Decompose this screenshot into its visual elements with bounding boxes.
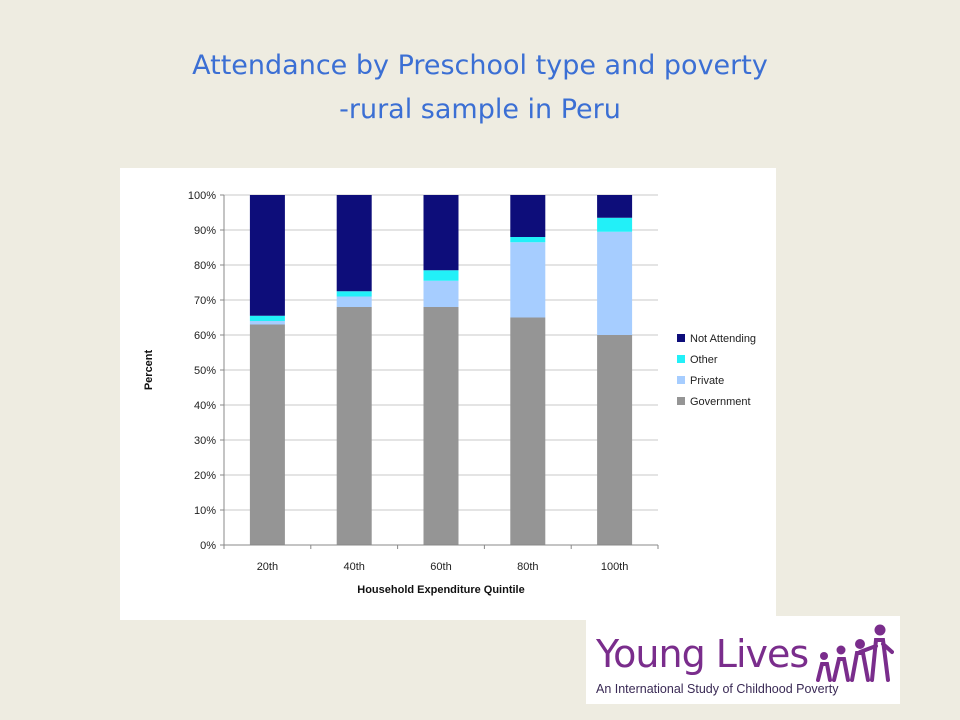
legend-swatch-not-attending [677,334,685,342]
x-tick-label: 100th [601,561,629,573]
y-tick-label: 60% [194,330,216,342]
bar-private-40th [336,296,372,307]
young-lives-logo: Young Lives An International Study of Ch… [586,616,900,704]
y-tick-label: 100% [188,190,216,202]
logo-tagline: An International Study of Childhood Pove… [596,682,839,696]
y-tick-label: 80% [194,260,216,272]
y-tick-label: 20% [194,470,216,482]
slide-title: Attendance by Preschool type and poverty… [0,44,960,132]
x-tick-label: 60th [430,561,451,573]
bar-government-60th [423,307,459,545]
bar-other-60th [423,270,459,281]
legend-label-not-attending: Not Attending [690,333,756,345]
bar-other-80th [510,237,546,243]
bar-government-40th [336,307,372,545]
legend-swatch-private [677,376,685,384]
slide-title-line1: Attendance by Preschool type and poverty [192,50,768,81]
bar-not-attending-80th [510,195,546,237]
y-tick-label: 30% [194,435,216,447]
family-figures-icon [816,624,894,682]
legend-swatch-government [677,397,685,405]
bar-government-80th [510,317,546,545]
legend-swatch-other [677,355,685,363]
bar-other-20th [249,315,285,321]
chart-panel: 0% 10% 20% 30% 40% 50% 60% 70% 80% 90% 100% 20th 40t… [120,168,776,620]
bar-not-attending-40th [336,195,372,292]
bar-not-attending-100th [597,195,633,218]
y-axis-title: Percent [143,349,155,390]
y-tick-label: 40% [194,400,216,412]
bar-government-20th [249,324,285,545]
bar-private-80th [510,242,546,318]
legend-label-government: Government [690,396,751,408]
y-tick-label: 90% [194,225,216,237]
bar-private-100th [597,231,633,335]
legend-label-other: Other [690,354,718,366]
x-tick-label: 80th [517,561,538,573]
slide-title-line2: -rural sample in Peru [339,94,621,125]
bar-other-40th [336,291,372,297]
stacked-bar-chart: 0% 10% 20% 30% 40% 50% 60% 70% 80% 90% 100% 20th 40t… [143,190,756,596]
y-tick-label: 0% [200,540,216,552]
logo-wordmark: Young Lives [596,632,809,676]
bar-not-attending-60th [423,195,459,271]
bar-private-60th [423,280,459,307]
bar-not-attending-20th [249,195,285,316]
bar-private-20th [249,321,285,325]
x-tick-label: 40th [343,561,364,573]
x-tick-label: 20th [257,561,278,573]
x-axis-title: Household Expenditure Quintile [357,584,524,596]
bar-government-100th [597,335,633,545]
y-tick-label: 70% [194,295,216,307]
y-tick-label: 10% [194,505,216,517]
bar-other-100th [597,217,633,232]
y-tick-label: 50% [194,365,216,377]
legend-label-private: Private [690,375,724,387]
